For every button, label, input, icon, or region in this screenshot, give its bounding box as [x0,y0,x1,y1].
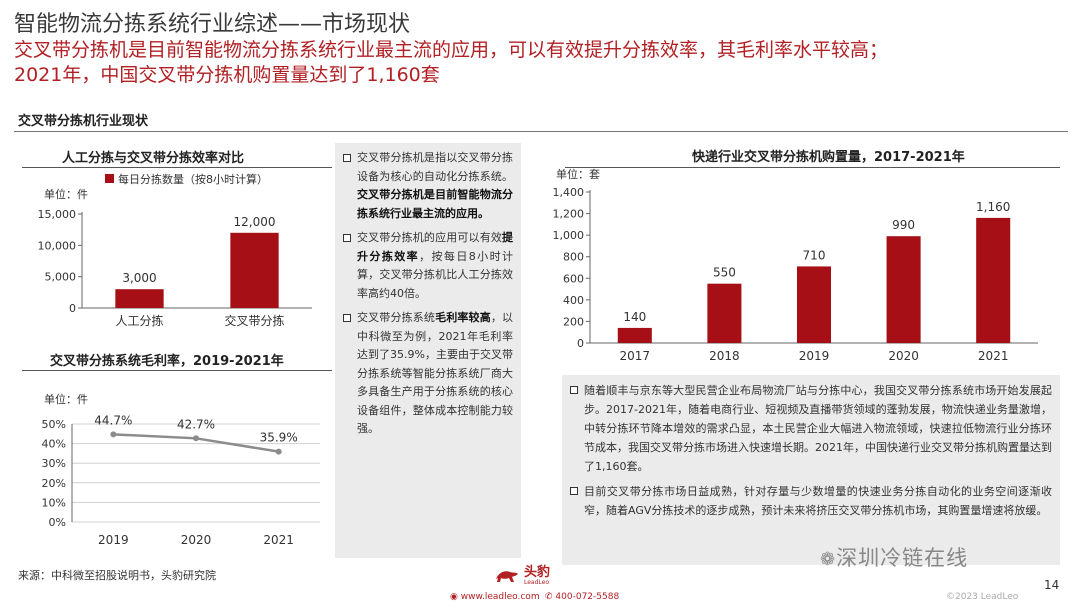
source-note: 来源：中科微至招股说明书，头豹研究院 [18,569,216,582]
phone-number: ✆ 400-072-5588 [545,592,620,602]
chart3-category-label: 2020 [888,349,919,363]
chart2-ytick-label: 0% [49,516,66,529]
page-title: 智能物流分拣系统行业综述——市场现状 [14,12,411,37]
chart2-ytick-label: 30% [42,457,66,470]
chart1-legend-swatch [105,174,114,183]
chart2-value-label: 44.7% [94,413,132,427]
chart3-ytick-label: 1,400 [553,186,585,199]
chart2-title-rule [22,370,332,371]
middle-bullet-2: 交叉带分拣机的应用可以有效提升分拣效率，按每日8小时计算，交叉带分拣机比人工分拣… [343,229,513,303]
chart3-bar [886,236,921,343]
chart2-category-label: 2019 [98,533,129,547]
chart3-category-label: 2017 [620,349,651,363]
copyright: ©2023 LeadLeo [946,592,1019,602]
right-bullet-1: 随着顺丰与京东等大型民营企业布局物流厂站与分拣中心，我国交叉带分拣系统市场开始发… [570,381,1052,476]
website-link[interactable]: ◉ www.leadleo.com [450,592,540,602]
chart1-category-label: 交叉带分拣 [224,313,284,328]
chart2-ytick-label: 40% [42,438,66,451]
leopard-logo-icon [496,571,518,582]
chart2-ytick-label: 50% [42,418,66,431]
chart3-ytick-label: 400 [563,294,584,307]
chart2-ytick-label: 20% [42,477,66,490]
chart1-legend-label: 每日分拣数量（按8小时计算） [118,173,268,186]
chart3-purchase-bar-chart: 0 200 400 600 800 1,000 1,200 1,400 140 2017 550 20… [553,186,1038,363]
chart1-value-label: 3,000 [122,271,156,285]
chart2-point [193,435,199,442]
chart2-ytick-label: 10% [42,496,66,509]
chart3-bar [976,217,1011,343]
page-subtitle: 交叉带分拣机是目前智能物流分拣系统行业最主流的应用，可以有效提升分拣效率，其毛利… [14,38,888,88]
wechat-icon: ❁ [820,549,837,570]
chart2-category-label: 2021 [263,533,294,547]
chart1-bar [115,289,164,308]
chart1-title-rule [22,167,332,168]
logo-text: 头豹 [524,565,551,580]
chart3-value-label: 990 [892,218,915,232]
chart3-category-label: 2018 [709,349,740,363]
watermark: ❁深圳冷链在线 [820,546,969,570]
subtitle-line-1: 交叉带分拣机是目前智能物流分拣系统行业最主流的应用，可以有效提升分拣效率，其毛利… [14,39,889,61]
section-divider [14,131,1068,132]
chart3-category-label: 2021 [978,349,1009,363]
chart3-bar [617,327,652,343]
chart1-title: 人工分拣与交叉带分拣效率对比 [62,151,245,166]
checkbox-bullet-icon [343,234,351,242]
chart1-ytick-label: 10,000 [38,239,77,252]
chart1-ytick-label: 15,000 [38,208,77,221]
chart2-category-label: 2020 [181,533,212,547]
chart1-efficiency-bar-chart: 0 5,000 10,000 15,000 3,000 人工分拣 12,000 交叉带分拣 [38,208,312,328]
chart3-ytick-label: 1,200 [553,208,585,221]
brand-logo: 头豹 LeadLeo [494,566,550,586]
chart3-ytick-label: 800 [563,251,584,264]
chart3-value-label: 1,160 [976,200,1010,214]
chart1-unit: 单位：件 [44,188,88,201]
logo-subtext: LeadLeo [524,579,550,586]
chart1-category-label: 人工分拣 [115,313,163,328]
chart3-value-label: 550 [713,266,736,280]
chart1-value-label: 12,000 [234,215,276,229]
section-title: 交叉带分拣机行业现状 [18,114,149,129]
chart3-title-rule [565,167,1060,168]
chart1-ytick-label: 5,000 [45,271,77,284]
phone-icon: ✆ [545,592,553,602]
chart1-bar [230,232,279,308]
middle-bullet-3: 交叉带分拣系统毛利率较高，以中科微至为例，2021年毛利率达到了35.9%，主要… [343,309,513,439]
middle-bullet-1: 交叉带分拣机是指以交叉带分拣设备为核心的自动化分拣系统。交叉带分拣机是目前智能物… [343,149,513,223]
page-number: 14 [1044,578,1060,592]
chart3-category-label: 2019 [799,349,830,363]
chart2-value-label: 42.7% [177,417,215,431]
chart3-bar [707,283,742,343]
chart3-ytick-label: 600 [563,272,584,285]
checkbox-bullet-icon [570,386,578,394]
middle-text-panel: 交叉带分拣机是指以交叉带分拣设备为核心的自动化分拣系统。交叉带分拣机是目前智能物… [335,143,521,558]
checkbox-bullet-icon [343,154,351,162]
checkbox-bullet-icon [343,314,351,322]
chart3-title: 快递行业交叉带分拣机购置量，2017-2021年 [692,150,965,165]
globe-icon: ◉ [450,592,458,602]
chart2-point [110,431,117,438]
chart3-value-label: 140 [623,310,646,324]
right-text-panel: 随着顺丰与京东等大型民营企业布局物流厂站与分拣中心，我国交叉带分拣系统市场开始发… [562,375,1060,565]
chart3-value-label: 710 [803,248,826,262]
subtitle-line-2: 2021年，中国交叉带分拣机购置量达到了1,160套 [14,64,440,86]
chart3-ytick-label: 0 [577,337,584,350]
chart2-unit: 单位：件 [44,393,88,406]
chart1-ytick-label: 0 [69,302,76,315]
chart3-bar [796,266,832,343]
chart2-point [275,448,282,455]
right-bullet-2: 目前交叉带分拣市场日益成熟，针对存量与少数增量的快速业务分拣自动化的业务空间逐渐… [570,482,1052,520]
chart2-value-label: 35.9% [260,431,298,445]
chart2-margin-line-chart: 0% 10% 20% 30% 40% 50% 44.7% 2019 42.7% 2020 35.9%… [42,413,320,547]
checkbox-bullet-icon [570,487,578,495]
chart3-ytick-label: 200 [563,315,584,328]
chart3-ytick-label: 1,000 [553,229,585,242]
chart2-title: 交叉带分拣系统毛利率，2019-2021年 [50,354,284,369]
chart3-unit: 单位：套 [556,168,600,181]
